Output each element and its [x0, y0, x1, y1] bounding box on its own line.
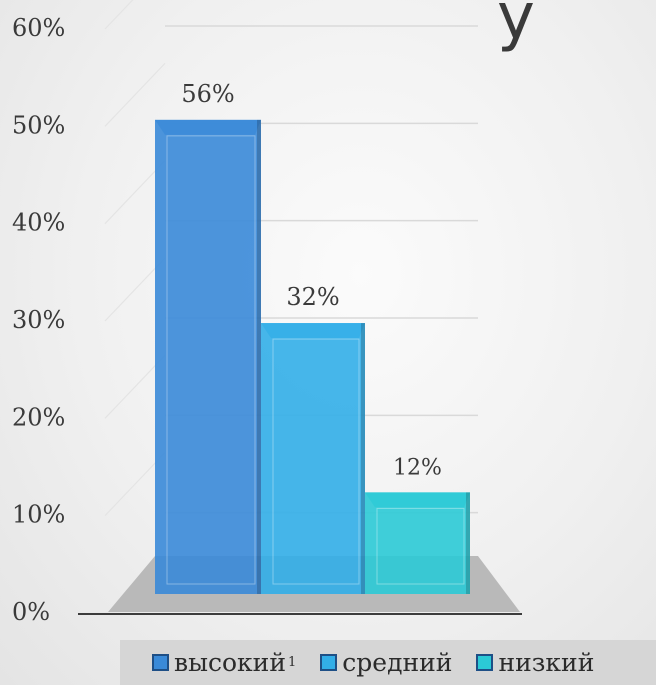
gridline-side: [104, 62, 166, 127]
y-axis-ticks: 0% 10% 20% 30% 40% 50% 60%: [12, 14, 65, 626]
bar: [365, 492, 470, 594]
y-tick-label: 40%: [12, 209, 65, 237]
legend: высокий 1 средний низкий: [120, 640, 656, 685]
legend-label-medium: средний: [342, 648, 453, 677]
gridline-side: [104, 0, 134, 30]
bar-edge: [166, 135, 256, 585]
bar-side: [466, 492, 470, 594]
bars: [155, 119, 470, 594]
chart-title-fragment: y: [497, 0, 535, 54]
legend-item-high: высокий 1: [152, 648, 296, 677]
bar-side: [257, 119, 261, 594]
bar: [155, 119, 261, 594]
y-tick-label: 30%: [12, 306, 65, 334]
y-tick-label: 60%: [12, 14, 65, 42]
legend-superscript: 1: [287, 655, 297, 670]
legend-swatch-medium: [320, 654, 338, 671]
legend-label-high: высокий: [174, 648, 286, 677]
legend-item-medium: средний: [320, 648, 452, 677]
bar: [261, 323, 365, 594]
y-tick-label: 0%: [12, 598, 50, 626]
bar-edge: [272, 338, 360, 585]
legend-item-low: низкий: [476, 648, 594, 677]
data-labels: 56% 32% 12%: [181, 80, 442, 481]
data-label: 56%: [181, 80, 234, 108]
y-tick-label: 10%: [12, 501, 65, 529]
y-tick-label: 20%: [12, 403, 65, 431]
y-tick-label: 50%: [12, 111, 65, 139]
bar-side: [361, 323, 365, 594]
legend-label-low: низкий: [498, 648, 595, 677]
data-label: 12%: [393, 455, 442, 480]
legend-swatch-high: [152, 654, 169, 671]
legend-swatch-low: [476, 654, 494, 671]
data-label: 32%: [286, 283, 339, 311]
bar-edge: [376, 507, 465, 585]
